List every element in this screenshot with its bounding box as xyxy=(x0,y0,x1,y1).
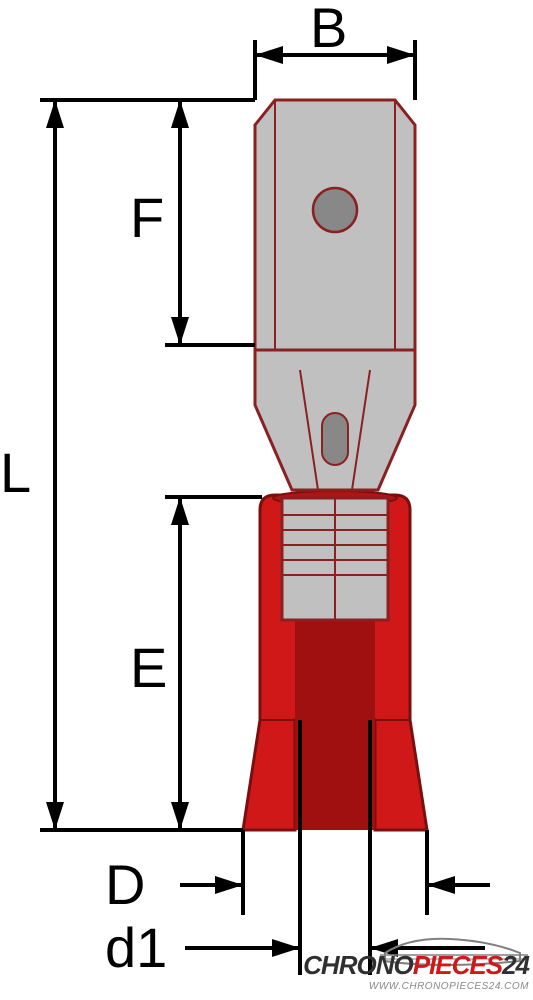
blade-hole xyxy=(313,188,357,232)
logo-part1: CHRONO xyxy=(303,950,413,980)
diagram-svg xyxy=(0,0,533,1000)
transition-slot xyxy=(322,413,348,465)
diagram-container: B L F E D d1 xyxy=(0,0,533,1000)
brand-logo: CHRONOPIECES24 WWW.CHRONOPIECES24.COM xyxy=(303,950,529,992)
sleeve-cavity xyxy=(295,620,375,830)
logo-part2: PIECES xyxy=(413,950,502,980)
logo-url: WWW.CHRONOPIECES24.COM xyxy=(303,981,529,992)
logo-part3: 24 xyxy=(502,950,529,980)
